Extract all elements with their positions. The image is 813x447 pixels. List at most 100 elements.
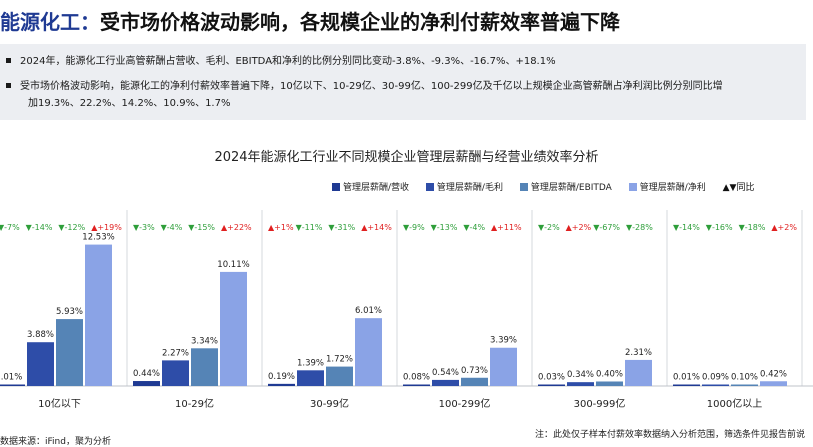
bar [162, 360, 189, 386]
bar [567, 382, 594, 386]
bar-value-label: 0.01% [673, 373, 700, 383]
footnote: 注：此处仅子样本付薪效率数据纳入分析范围，筛选条件见报告前说 [534, 430, 805, 440]
bar [355, 318, 382, 386]
yoy-change-label: ▼-28% [626, 223, 653, 232]
summary-bullet-text: 受市场价格波动影响，能源化工的净利付薪效率普遍下降，10亿以下、10-29亿、3… [20, 81, 723, 92]
legend-swatch [425, 182, 434, 191]
bar [220, 271, 247, 386]
bar-value-label: 0.08% [403, 373, 430, 383]
bar [297, 370, 324, 386]
legend-label: 管理层薪酬/毛利 [436, 183, 503, 193]
bar [596, 381, 623, 386]
bar [133, 381, 160, 386]
yoy-change-label: ▼-31% [328, 223, 355, 232]
yoy-change-label: ▼-13% [431, 223, 458, 232]
yoy-change-label: ▼-18% [739, 223, 766, 232]
bar [702, 384, 729, 386]
bar [432, 379, 459, 386]
legend-change-indicator: ▲▼同比 [722, 183, 755, 193]
bar-value-label: 0.19% [268, 372, 295, 382]
bar-value-label: 3.34% [191, 336, 218, 346]
bar [673, 384, 700, 386]
yoy-change-label: ▲+11% [491, 223, 522, 232]
bar [490, 347, 517, 386]
yoy-change-label: ▼-16% [706, 223, 733, 232]
bar [538, 384, 565, 386]
yoy-change-label: ▼-14% [673, 223, 700, 232]
legend-label: 管理层薪酬/净利 [639, 183, 706, 193]
title-brand: 能源化工： [0, 10, 100, 34]
category-label: 1000亿以上 [707, 397, 762, 410]
title-text: 受市场价格波动影响，各规模企业的净利付薪效率普遍下降 [100, 10, 620, 34]
bar-value-label: 0.44% [133, 369, 160, 379]
yoy-change-label: ▼-12% [58, 223, 85, 232]
legend-swatch [628, 182, 637, 191]
bar [268, 383, 295, 386]
yoy-change-label: ▼-2% [538, 223, 560, 232]
legend-item: 管理层薪酬/营收 [332, 180, 409, 193]
summary-box: 2024年，能源化工行业高管薪酬占营收、毛利、EBITDA和净利的比例分别同比变… [0, 44, 806, 120]
yoy-change-label: ▼-4% [463, 223, 485, 232]
legend-label: 管理层薪酬/营收 [343, 183, 410, 193]
legend-item: 管理层薪酬/净利 [628, 180, 706, 193]
bar [191, 348, 218, 386]
bar-value-label: 2.27% [162, 348, 189, 358]
data-source: 数据来源：iFind，聚为分析 [0, 437, 111, 447]
bar-value-label: 6.01% [355, 306, 382, 316]
yoy-change-label: ▲+2% [566, 223, 592, 232]
legend-swatch [519, 182, 528, 191]
yoy-change-label: ▲+19% [91, 223, 122, 232]
yoy-change-label: ▼-3% [133, 223, 155, 232]
summary-bullet-continued: 加19.3%、22.2%、14.2%、10.9%、1.7% [28, 95, 230, 112]
bar-value-label: 2.31% [625, 348, 652, 358]
bar [461, 377, 488, 386]
category-label: 30-99亿 [310, 397, 349, 410]
bar [27, 342, 54, 386]
bar-value-label: 10.11% [217, 260, 249, 270]
bar-value-label: 3.88% [27, 330, 54, 340]
chart-legend: 管理层薪酬/营收 管理层薪酬/毛利 管理层薪酬/EBITDA 管理层薪酬/净利 … [332, 180, 768, 193]
bar-value-label: 0.10% [731, 373, 758, 383]
legend-item: 管理层薪酬/EBITDA [519, 180, 612, 193]
bar-value-label: 0.09% [702, 373, 729, 383]
yoy-change-label: ▼-15% [188, 223, 215, 232]
bar-value-label: 0.73% [461, 366, 488, 376]
bullet-marker [6, 82, 11, 88]
bar-value-label: 0.40% [596, 369, 623, 379]
bar [760, 381, 787, 386]
legend-item: 管理层薪酬/毛利 [425, 180, 503, 193]
bar [326, 366, 353, 386]
summary-bullet-text: 加19.3%、22.2%、14.2%、10.9%、1.7% [28, 98, 231, 109]
bar-value-label: 1.72% [326, 355, 353, 365]
bar [56, 319, 83, 386]
yoy-change-label: ▼-9% [403, 223, 425, 232]
bullet-marker [6, 57, 11, 63]
category-label: 10-29亿 [175, 397, 214, 410]
bar [85, 244, 112, 386]
bar-value-label: 12.53% [82, 233, 114, 243]
summary-bullet-text: 2024年，能源化工行业高管薪酬占营收、毛利、EBITDA和净利的比例分别同比变… [20, 56, 556, 67]
bar-chart: ▼-7% ▼-14% ▼-12% ▲+19% .01% 3.88% 5.93% 12.53% 1… [0, 210, 813, 410]
yoy-change-label: ▼-67% [593, 223, 620, 232]
bar-value-label: 0.03% [538, 373, 565, 383]
yoy-change-label: ▲+22% [221, 223, 252, 232]
legend-label: 管理层薪酬/EBITDA [530, 183, 612, 193]
summary-bullet: 受市场价格波动影响，能源化工的净利付薪效率普遍下降，10亿以下、10-29亿、3… [6, 78, 723, 95]
yoy-change-label: ▼-4% [161, 223, 183, 232]
yoy-change-label: ▼-7% [0, 223, 20, 232]
category-label: 10亿以下 [38, 397, 81, 410]
yoy-change-label: ▲+14% [361, 223, 392, 232]
category-label: 300-999亿 [574, 397, 626, 410]
yoy-change-label: ▼-14% [26, 223, 53, 232]
yoy-change-label: ▼-11% [296, 223, 323, 232]
legend-swatch [332, 182, 340, 191]
bar-value-label: 0.34% [567, 370, 594, 380]
bar [731, 384, 758, 386]
category-label: 100-299亿 [439, 397, 491, 410]
bar-value-label: 5.93% [56, 307, 83, 317]
page-title: 能源化工：受市场价格波动影响，各规模企业的净利付薪效率普遍下降 [0, 6, 620, 35]
yoy-change-label: ▲+2% [771, 223, 797, 232]
bar-value-label: 1.39% [297, 358, 324, 368]
bar [0, 384, 25, 386]
bar [403, 384, 430, 386]
